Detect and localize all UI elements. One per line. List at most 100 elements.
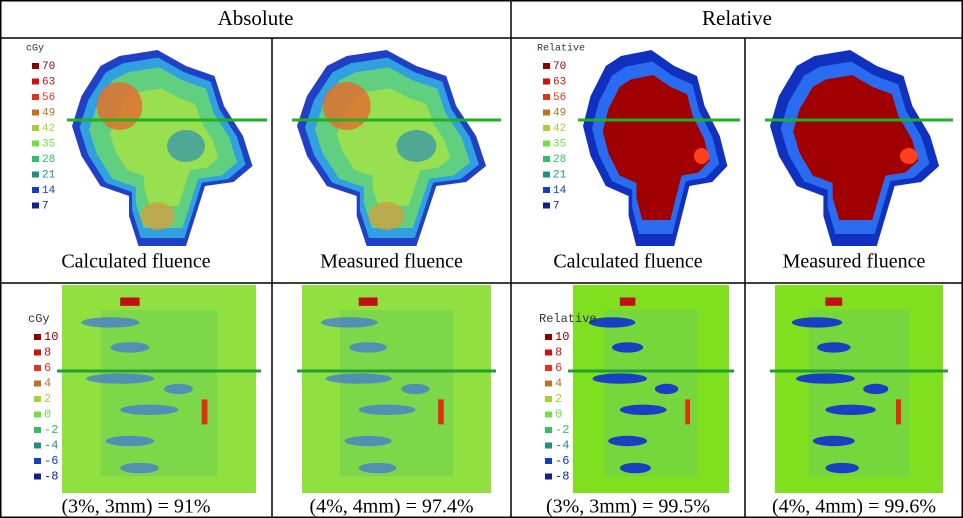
legend-label: 2 [555, 392, 562, 406]
legend-label: 42 [553, 123, 566, 135]
gamma-band [340, 310, 453, 476]
hot-band [620, 297, 636, 305]
legend-swatch [545, 443, 552, 449]
edge-streak [896, 399, 901, 424]
gamma-band [604, 310, 698, 476]
legend-title: cGy [26, 44, 44, 55]
legend-swatch [545, 396, 552, 402]
legend-label: -4 [44, 439, 58, 453]
legend-label: 42 [42, 123, 55, 135]
legend-swatch [34, 427, 41, 433]
legend-swatch [32, 125, 39, 131]
legend-label: -8 [555, 470, 569, 484]
legend-label: 70 [553, 61, 566, 73]
gamma-streak [593, 373, 648, 383]
legend-label: 63 [553, 76, 566, 88]
gamma-streak [120, 405, 178, 415]
gamma-streak [110, 342, 149, 352]
legend-label: 10 [555, 330, 569, 344]
legend-swatch [545, 427, 552, 433]
legend-label: 21 [42, 169, 56, 181]
gamma-streak [326, 373, 392, 383]
gamma-streak [813, 436, 855, 446]
legend-swatch [34, 350, 41, 356]
gamma-streak [796, 373, 855, 383]
legend-swatch [545, 350, 552, 356]
caption: (4%, 4mm) = 97.4% [309, 496, 473, 518]
legend-label: 0 [555, 408, 562, 422]
legend-label: 49 [42, 107, 55, 119]
gamma-streak [401, 384, 429, 394]
legend-swatch [545, 412, 552, 418]
legend-label: 0 [44, 408, 51, 422]
gamma-streak [655, 384, 678, 394]
gamma-streak [620, 405, 667, 415]
legend-label: 28 [553, 154, 566, 166]
gamma-streak [164, 384, 193, 394]
legend-swatch [32, 156, 39, 162]
legend-swatch [34, 365, 41, 371]
legend-swatch [32, 203, 39, 209]
legend-swatch [34, 458, 41, 464]
legend-label: 21 [553, 169, 567, 181]
legend-label: 4 [555, 377, 562, 391]
gamma-streak [321, 317, 378, 327]
caption: Calculated fluence [61, 251, 210, 273]
gamma-streak [81, 317, 139, 327]
legend-label: -8 [44, 470, 58, 484]
legend-swatch [34, 396, 41, 402]
gamma-streak [825, 405, 875, 415]
legend-label: -4 [555, 439, 569, 453]
legend-label: 4 [44, 377, 51, 391]
caption: (3%, 3mm) = 91% [61, 496, 210, 518]
legend-label: 70 [42, 61, 55, 73]
legend-swatch [34, 412, 41, 418]
gamma-streak [359, 463, 397, 473]
legend-label: 14 [553, 185, 567, 197]
legend-label: 2 [44, 392, 51, 406]
legend-swatch [543, 156, 550, 162]
caption: Calculated fluence [553, 251, 702, 273]
hot-spot [97, 82, 143, 130]
hot-band [825, 297, 842, 305]
legend-swatch [543, 110, 550, 116]
caption: (3%, 3mm) = 99.5% [546, 496, 710, 518]
legend-swatch [545, 458, 552, 464]
legend-label: 56 [553, 92, 566, 104]
legend-swatch [34, 334, 41, 340]
gamma-band [101, 310, 217, 476]
legend-label: 28 [42, 154, 55, 166]
legend-swatch [545, 381, 552, 387]
legend-swatch [34, 443, 41, 449]
legend-title: Relative [539, 312, 597, 326]
cool-spot [397, 130, 437, 162]
legend-label: 63 [42, 76, 55, 88]
gamma-streak [792, 317, 842, 327]
gamma-streak [349, 342, 387, 352]
legend-label: 8 [44, 346, 51, 360]
hot-spot [369, 202, 405, 230]
gamma-streak [863, 384, 888, 394]
gamma-streak [359, 405, 416, 415]
gamma-streak [106, 436, 155, 446]
legend-label: -6 [44, 454, 58, 468]
legend-swatch [32, 63, 39, 69]
legend-label: 8 [555, 346, 562, 360]
gamma-streak [86, 373, 154, 383]
legend-label: 10 [44, 330, 58, 344]
legend-label: -2 [44, 423, 58, 437]
legend-label: 7 [42, 200, 49, 212]
legend-swatch [543, 187, 550, 193]
legend-swatch [32, 172, 39, 178]
legend-swatch [34, 474, 41, 480]
legend-swatch [32, 141, 39, 147]
figure: AbsoluteRelativeCalculated fluencecGy706… [0, 0, 963, 518]
column-header: Relative [702, 6, 772, 30]
legend-swatch [545, 334, 552, 340]
legend-label: 6 [555, 361, 562, 375]
hot-spot [323, 82, 371, 130]
legend-swatch [543, 203, 550, 209]
legend-swatch [545, 365, 552, 371]
edge-spot [694, 148, 709, 164]
legend-swatch [32, 187, 39, 193]
